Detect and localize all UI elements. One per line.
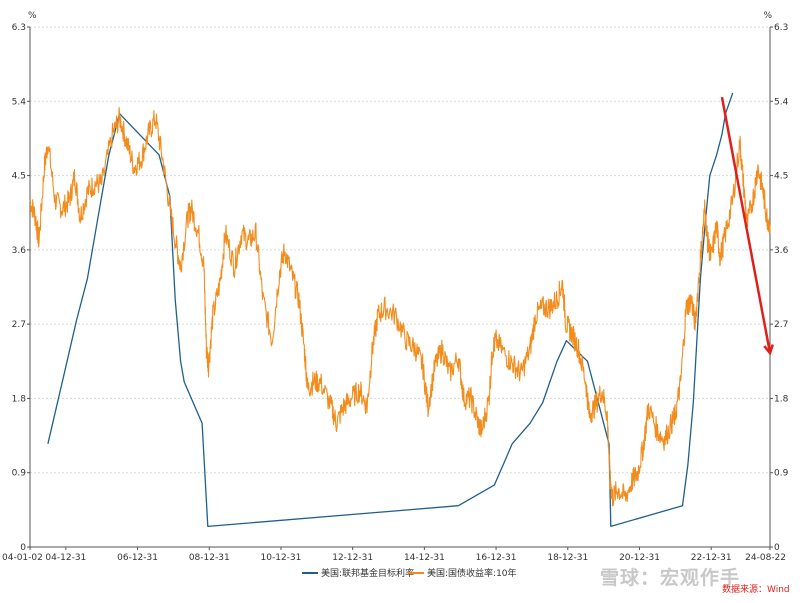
- y-tick-label-right: 2.7: [774, 320, 788, 330]
- x-tick-label: 12-12-31: [332, 553, 373, 563]
- trend-arrow-head: [763, 344, 774, 356]
- right-axis-unit: %: [763, 11, 772, 21]
- trend-arrow-shaft: [720, 96, 772, 354]
- right-y-tick-labels: 0 0.9 1.8 2.7 3.6 4.5 5.4 6.3: [774, 23, 789, 553]
- x-tick-label: 16-12-31: [476, 553, 517, 563]
- x-tick-label: 14-12-31: [404, 553, 445, 563]
- axes: [29, 27, 771, 548]
- y-tick-label-right: 0.9: [774, 469, 789, 479]
- left-axis-unit: %: [28, 11, 37, 21]
- y-tick-label-left: 4.5: [12, 172, 26, 182]
- y-tick-label-left: 0: [20, 543, 26, 553]
- y-tick-label-right: 1.8: [774, 394, 789, 404]
- x-tick-label: 22-12-31: [691, 553, 732, 563]
- watermark: 雪球：宏观作手: [600, 566, 740, 589]
- y-tick-label-right: 0: [774, 543, 780, 553]
- y-tick-label-left: 5.4: [12, 97, 27, 107]
- x-tick-label: 08-12-31: [189, 553, 230, 563]
- x-tick-label: 10-12-31: [261, 553, 302, 563]
- y-tick-label-left: 0.9: [12, 469, 27, 479]
- grid-lines: [27, 26, 773, 548]
- y-tick-label-left: 6.3: [12, 23, 26, 33]
- y-tick-label-left: 3.6: [12, 246, 27, 256]
- y-tick-label-left: 2.7: [12, 320, 26, 330]
- series-lines: [29, 92, 771, 528]
- x-tick-label: 18-12-31: [547, 553, 588, 563]
- x-tick-label: 04-12-31: [45, 553, 86, 563]
- x-tick-labels: 04-01-02 04-12-31 06-12-31 08-12-31 10-12-31…: [2, 547, 786, 563]
- trend-arrow: [720, 96, 774, 356]
- legend-label-fed-rate: 美国:联邦基金目标利率: [321, 567, 414, 579]
- series-line-treasury-10y: [29, 107, 771, 507]
- y-tick-label-right: 4.5: [774, 172, 788, 182]
- x-tick-label: 20-12-31: [619, 553, 660, 563]
- y-tick-label-right: 3.6: [774, 246, 789, 256]
- x-tick-label: 24-08-22: [745, 553, 786, 563]
- y-tick-label-right: 5.4: [774, 97, 789, 107]
- y-tick-label-left: 1.8: [12, 394, 27, 404]
- legend-label-treasury-10y: 美国:国债收益率:10年: [427, 567, 517, 579]
- x-tick-label: 06-12-31: [117, 553, 158, 563]
- y-tick-label-right: 6.3: [774, 23, 788, 33]
- legend: 美国:联邦基金目标利率 美国:国债收益率:10年: [302, 567, 517, 579]
- source-note: 数据来源：Wind: [722, 583, 790, 595]
- left-y-tick-labels: 0 0.9 1.8 2.7 3.6 4.5 5.4 6.3: [12, 23, 27, 553]
- x-tick-label: 04-01-02: [2, 553, 43, 563]
